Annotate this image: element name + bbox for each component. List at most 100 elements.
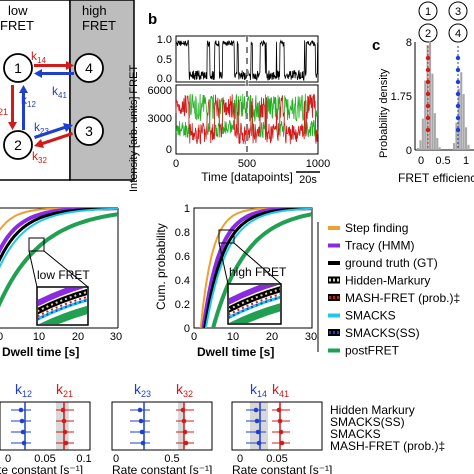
state-3-node	[74, 116, 104, 146]
rate-label-a: k12	[15, 381, 32, 399]
legend-item: postFRET	[328, 344, 400, 358]
rate-axes	[111, 401, 213, 451]
inset-band	[229, 293, 280, 316]
inset-band	[38, 288, 87, 315]
rate-estimate	[60, 407, 66, 413]
legend-item: Hidden-Markury	[328, 274, 430, 288]
high-fret-marker	[455, 115, 461, 121]
rate-label-a: k23	[134, 381, 151, 399]
low-fret-marker	[425, 67, 431, 73]
left-xtick-0: 0	[0, 331, 3, 343]
panel-b-label: b	[148, 11, 157, 28]
histogram-bar	[419, 140, 422, 150]
cdf-curve	[204, 208, 312, 328]
rate-estimate	[256, 440, 262, 446]
cdf-curve	[0, 208, 118, 269]
state-1-label: 1	[14, 60, 22, 76]
time-tick-1000: 1000	[306, 158, 330, 170]
right-ytick-06: 0.6	[175, 251, 190, 263]
histogram-bar	[436, 137, 439, 150]
arrow-k21	[8, 85, 17, 130]
right-title: high FRET	[229, 265, 287, 279]
fret-histogram-panel: c 1 3 2 4 Probability density 8 1.75 0 0…	[372, 1, 474, 185]
legend-label: postFRET	[345, 344, 400, 358]
high-fret-box	[69, 0, 135, 181]
cdf-curve	[211, 212, 312, 328]
rate-tick: 0.1	[76, 453, 91, 465]
dwell-time-right: Cum. probability 1 0.8 0.6 0.4 0.2 0 hig…	[154, 203, 317, 359]
rate-estimate	[276, 407, 282, 413]
arrow-k41	[34, 69, 74, 78]
high-fret-marker	[455, 79, 461, 85]
method-label: Hidden Markury	[330, 403, 415, 417]
left-xtick-20: 20	[72, 331, 84, 343]
rate-estimate	[278, 429, 284, 435]
histogram-bar	[465, 127, 468, 150]
legend-label: SMACKS	[345, 309, 396, 323]
inset-band	[229, 303, 280, 323]
arrow-k32	[34, 132, 73, 148]
confidence-shade	[56, 402, 69, 450]
right-ytick-02: 0.2	[175, 299, 190, 311]
time-tick-500: 500	[238, 158, 256, 170]
left-zoom-connector-2	[43, 250, 89, 288]
histogram-bar	[421, 118, 424, 150]
rate-estimate	[137, 407, 143, 413]
inset-band	[38, 288, 85, 307]
high-fret-marker	[455, 103, 461, 109]
legend-label: Tracy (HMM)	[345, 239, 415, 253]
rate-axes	[231, 401, 323, 451]
kinetic-scheme: low FRET high FRET 1 2 3 4 k14 k41 k12 2…	[0, 0, 135, 181]
right-zoom-connector-1	[218, 242, 229, 285]
right-xtick-20: 20	[266, 331, 278, 343]
histogram-bar	[429, 41, 432, 150]
inset-band	[229, 288, 280, 311]
inset-band	[229, 296, 280, 319]
legend-label: MASH-FRET (prob.)‡	[345, 291, 460, 305]
rate-estimate	[182, 429, 188, 435]
histogram-xlabel: FRET efficienc	[398, 171, 474, 185]
rate-label-b: k21	[56, 381, 73, 399]
histogram-bar	[433, 113, 436, 150]
rate-estimate	[183, 440, 189, 446]
legend-label: Step finding	[345, 221, 408, 235]
state-badge-2-label: 2	[425, 28, 431, 40]
method-label: MASH-FRET (prob.)‡	[330, 439, 445, 453]
rate-estimate	[253, 407, 259, 413]
state-badge-3	[448, 1, 468, 21]
rate-estimate	[21, 440, 27, 446]
cdf-curve	[0, 212, 118, 308]
low-fret-marker	[425, 79, 431, 85]
low-fret-marker	[425, 55, 431, 61]
legend-label: Hidden-Markury	[345, 274, 430, 288]
rate-estimate	[279, 440, 285, 446]
legend-item: Step finding	[328, 221, 408, 235]
time-tick-0: 0	[173, 158, 179, 170]
legend-item: SMACKS	[328, 309, 396, 323]
state-badge-1	[418, 1, 438, 21]
legend-label: SMACKS(SS)	[345, 326, 420, 340]
rate-estimate	[18, 407, 24, 413]
rate-estimate	[181, 418, 187, 424]
rate-estimate	[61, 418, 67, 424]
rate-estimate	[138, 418, 144, 424]
fret-tick-05: 0.5	[157, 54, 172, 66]
arrow-k12	[19, 85, 28, 130]
dwell-time-left: low FRET 0 10 20 30 Dwell time [s]	[0, 207, 122, 359]
histogram-bar	[417, 147, 420, 150]
histogram-bar	[438, 147, 441, 150]
state-2-node	[3, 130, 33, 160]
scale-bar-label: 20s	[299, 174, 317, 186]
rate-estimate	[20, 429, 26, 435]
intensity-tick-3000: 3000	[148, 113, 172, 125]
high-fret-marker	[455, 91, 461, 97]
hist-xtick-05: 0.5	[435, 155, 450, 167]
left-xtick-10: 10	[33, 331, 45, 343]
histogram-ylabel: Probability density	[378, 68, 390, 158]
rate-constant-panel: k12 k21 0 0.05 0.1te constant [s⁻¹] k23 k32 0 0.…	[0, 381, 445, 474]
low-fret-marker	[425, 103, 431, 109]
left-xtick-30: 30	[110, 331, 122, 343]
histogram-bar	[467, 144, 470, 150]
